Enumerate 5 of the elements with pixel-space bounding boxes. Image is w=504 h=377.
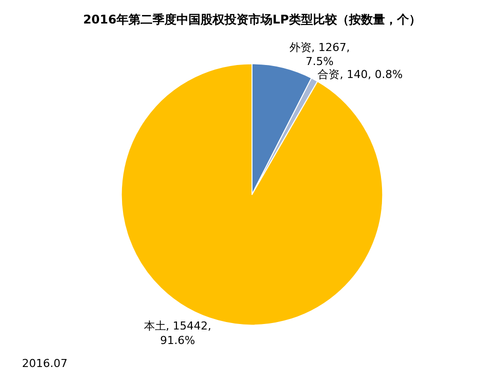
chart-title: 2016年第二季度中国股权投资市场LP类型比较（按数量，个）: [83, 12, 421, 26]
slice-label: 本土, 15442, 91.6%: [144, 320, 212, 348]
slice-label: 外资, 1267, 7.5%: [289, 40, 350, 68]
slice-label: 合资, 140, 0.8%: [318, 68, 403, 82]
text: 2016.07: [22, 357, 68, 370]
